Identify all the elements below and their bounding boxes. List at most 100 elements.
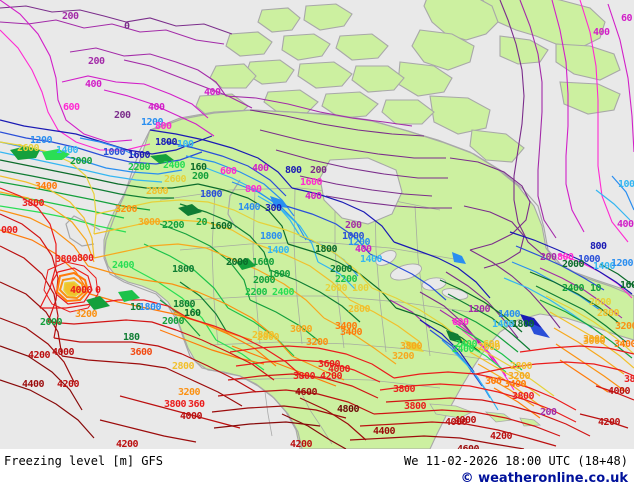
contour-label: 200 [114,110,131,121]
contour-label: 2600 [589,297,612,308]
contour-label: 2400 [455,339,478,350]
contour-label: 20 [196,217,208,228]
contour-label: 1800 [512,319,535,330]
contour-label: 1800 [268,269,291,280]
contour-label: 2000 [40,317,63,328]
contour-label: 2800 [597,308,620,319]
contour-label: 2000 [253,275,276,286]
contour-label: 4000 [608,386,631,397]
contour-label: 4600 [457,445,480,450]
contour-label: 200 [62,11,79,22]
contour-label: 1400 [267,245,290,256]
contour-label: 4000 [445,417,468,428]
contour-label: 1400 [498,309,521,320]
gradient-fill-patches [10,146,550,352]
contour-label: 300 [485,376,502,387]
contour-label: 200 [540,407,557,418]
contour-label: 1400 [492,319,515,330]
contour-label: 3800 [512,391,535,402]
contours-red [0,187,634,449]
contour-label: 300 [265,203,282,214]
contour-label: 4000 [52,347,75,358]
contour-label: 600 [483,339,500,350]
contour-label: 3200 [75,309,98,320]
contour-label: 2600 [478,342,501,353]
contour-label: 1800 [155,137,178,148]
contour-label: 400 [593,27,610,38]
contour-label: 0 [95,285,101,296]
contour-label: 4200 [290,439,313,450]
contour-label: 60 [621,13,633,24]
contour-label: 3200 [392,351,415,362]
contour-label: 3400 [340,327,363,338]
map-footer: Freezing level [m] GFS We 11-02-2026 18:… [0,449,634,490]
contour-label: 4000 [70,285,93,296]
contour-label: 400 [148,102,165,113]
freezing-level-map[interactable]: 200 0 60 200 400 400 600 200 400 400 1200 800 1800 10… [0,0,634,449]
contour-label: 3200 [306,337,329,348]
contour-label: 000 [1,225,18,236]
contour-label: 400 [204,87,221,98]
contour-label: 1800 [200,189,223,200]
contour-label: 2800 [510,361,533,372]
contour-label: 2200 [128,162,151,173]
contour-label: 400 [85,79,102,90]
contour-label: 600 [220,166,237,177]
contour-label: 1600 [252,257,275,268]
contour-label: 3800 [400,341,423,352]
contour-label: 1200 [30,135,53,146]
contour-label: 16 [130,302,142,313]
contour-label: 3400 [335,321,358,332]
contour-label: 3800 [624,374,634,385]
contour-label: 1400 [56,145,79,156]
contour-label: 3800 [393,384,416,395]
contour-label: 3200 [615,321,634,332]
contour-label: 3800 [22,198,45,209]
contour-label: 3400 [35,181,58,192]
contour-label: 400 [355,244,372,255]
contour-label: 2600 [325,283,348,294]
contour-label: 400 [617,219,634,230]
contour-label: 800 [590,241,607,252]
map-canvas [0,0,634,449]
contour-label: 2400 [112,260,135,271]
contour-label: 4400 [22,379,45,390]
contour-label: 4200 [598,417,621,428]
contour-label: 600 [63,102,80,113]
contour-label: 4200 [116,439,139,450]
contour-label: 2000 [70,156,93,167]
contour-label: 3800 [404,401,427,412]
contour-label: 2400 [272,287,295,298]
contour-label: 3000 [583,336,606,347]
contour-label: 2800 [257,332,280,343]
contour-label: 2800 [172,361,195,372]
contour-label: 4200 [490,431,513,442]
contour-label: 1400 [593,261,616,272]
contour-label: 0 [124,21,130,32]
contour-label: 2200 [245,287,268,298]
contour-label: 4800 [337,404,360,415]
contour-label: 800 [245,184,262,195]
contour-label: 2400 [163,160,186,171]
contour-label: 800 [155,121,172,132]
great-lakes [375,250,469,300]
contour-label: 3800 [164,399,187,410]
contour-label: 1200 [141,117,164,128]
contour-label: 2000 [330,264,353,275]
contour-label: 4400 [373,426,396,437]
hawaii-maximum [43,261,99,313]
contour-label: 2000 [226,257,249,268]
contour-label: 1000 [342,231,365,242]
contour-label: 10 [590,283,602,294]
contour-label: 1200 [611,258,634,269]
contour-label: 2000 [562,259,585,270]
contour-label: 1000 [103,147,126,158]
footer-datetime: We 11-02-2026 18:00 UTC (18+48) [404,454,628,468]
contour-label: 1800 [172,264,195,275]
contour-label: 600 [452,317,469,328]
contour-label: 2400 [452,344,475,355]
contour-label: 2800 [252,330,275,341]
contour-label: 2000 [162,316,185,327]
contour-label: 160 [184,308,201,319]
contour-label: 4200 [57,379,80,390]
